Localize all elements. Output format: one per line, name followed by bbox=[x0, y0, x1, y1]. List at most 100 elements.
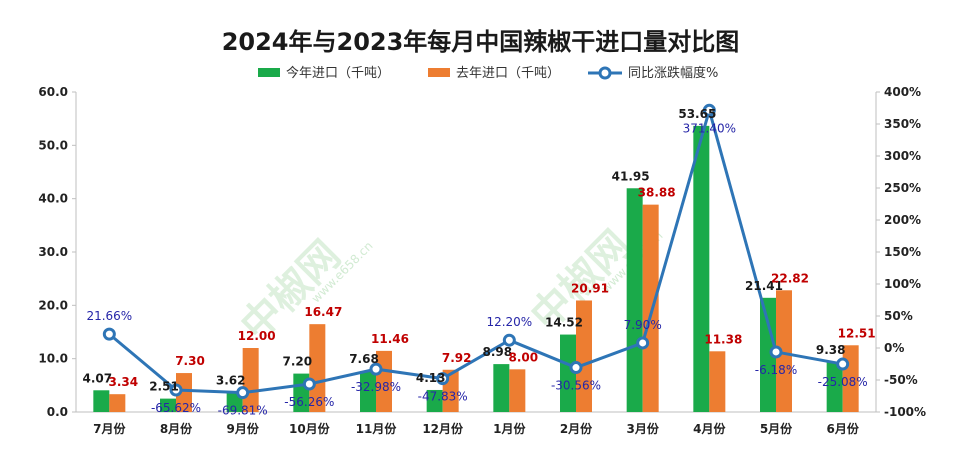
bar-previous bbox=[709, 351, 726, 412]
data-label-previous: 3.34 bbox=[109, 375, 139, 389]
left-tick-label: 60.0 bbox=[38, 85, 68, 99]
data-label-current: 7.68 bbox=[349, 352, 379, 366]
x-tick-label: 11月份 bbox=[356, 421, 398, 436]
data-label-previous: 20.91 bbox=[571, 281, 609, 295]
data-label-current: 8.98 bbox=[483, 345, 513, 359]
x-tick-label: 9月份 bbox=[226, 421, 259, 436]
data-label-percent: 7.90% bbox=[624, 318, 662, 332]
bar-current bbox=[760, 297, 776, 412]
bar-previous bbox=[576, 300, 592, 412]
line-point bbox=[569, 361, 583, 375]
right-tick-label: 350% bbox=[884, 117, 921, 131]
right-tick-label: 200% bbox=[884, 213, 921, 227]
x-tick-label: 5月份 bbox=[760, 421, 793, 436]
legend-label-current: 今年进口（千吨） bbox=[286, 65, 390, 81]
left-tick-label: 10.0 bbox=[38, 352, 68, 366]
data-label-percent: -47.83% bbox=[418, 390, 468, 404]
line-point bbox=[302, 377, 316, 391]
data-label-percent: -69.81% bbox=[218, 404, 268, 418]
x-tick-label: 12月份 bbox=[422, 421, 464, 436]
left-tick-label: 20.0 bbox=[38, 298, 68, 312]
x-tick-label: 10月份 bbox=[289, 421, 331, 436]
data-label-previous: 7.92 bbox=[442, 351, 472, 365]
chart-title: 2024年与2023年每月中国辣椒干进口量对比图 bbox=[221, 28, 740, 56]
bar-current bbox=[93, 390, 110, 412]
bar-previous bbox=[109, 394, 126, 412]
data-label-percent: -25.08% bbox=[818, 375, 868, 389]
x-tick-label: 6月份 bbox=[826, 421, 859, 436]
data-label-current: 3.62 bbox=[216, 374, 246, 388]
data-label-percent: 21.66% bbox=[86, 309, 132, 323]
line-point bbox=[636, 336, 650, 350]
line-point bbox=[836, 357, 850, 371]
data-label-current: 53.65 bbox=[678, 107, 716, 121]
data-label-percent: -56.26% bbox=[284, 395, 334, 409]
bar-current bbox=[360, 371, 376, 412]
line-point bbox=[702, 103, 716, 117]
data-label-previous: 7.30 bbox=[175, 354, 205, 368]
right-tick-label: 400% bbox=[884, 85, 921, 99]
data-label-current: 41.95 bbox=[612, 169, 650, 183]
bar-previous bbox=[176, 373, 192, 412]
right-tick-label: -50% bbox=[884, 373, 918, 387]
data-label-previous: 22.82 bbox=[771, 271, 809, 285]
data-label-previous: 11.38 bbox=[704, 332, 742, 346]
data-label-previous: 12.00 bbox=[238, 329, 276, 343]
data-label-current: 21.41 bbox=[745, 279, 783, 293]
line-point bbox=[436, 372, 450, 386]
bar-current bbox=[626, 188, 643, 412]
data-label-previous: 38.88 bbox=[638, 186, 676, 200]
left-tick-label: 0.0 bbox=[47, 405, 68, 419]
data-label-current: 4.07 bbox=[83, 371, 113, 385]
legend-swatch-current bbox=[258, 68, 280, 77]
data-label-previous: 11.46 bbox=[371, 332, 409, 346]
right-tick-label: 0% bbox=[884, 341, 904, 355]
data-label-previous: 8.00 bbox=[509, 350, 539, 364]
x-tick-label: 8月份 bbox=[160, 421, 193, 436]
x-tick-label: 1月份 bbox=[493, 421, 526, 436]
line-point bbox=[369, 362, 383, 376]
bar-current bbox=[160, 398, 176, 412]
legend-swatch-previous bbox=[428, 68, 450, 77]
legend-label-percent: 同比涨跌幅度% bbox=[628, 65, 718, 81]
data-label-percent: 371.40% bbox=[683, 121, 736, 135]
data-label-current: 9.38 bbox=[816, 343, 846, 357]
legend-swatch-marker bbox=[598, 66, 612, 80]
bar-current bbox=[560, 334, 576, 412]
x-tick-label: 3月份 bbox=[626, 421, 659, 436]
left-tick-label: 50.0 bbox=[38, 138, 68, 152]
line-series bbox=[108, 108, 843, 395]
right-tick-label: 250% bbox=[884, 181, 921, 195]
right-tick-label: 100% bbox=[884, 277, 921, 291]
line-point bbox=[102, 327, 116, 341]
bar-previous bbox=[509, 369, 526, 412]
line-point bbox=[502, 333, 516, 347]
right-tick-label: 150% bbox=[884, 245, 921, 259]
bar-current bbox=[693, 125, 710, 412]
data-label-percent: -6.18% bbox=[755, 363, 797, 377]
left-tick-label: 30.0 bbox=[38, 245, 68, 259]
legend-label-previous: 去年进口（千吨） bbox=[456, 66, 560, 81]
right-tick-label: -100% bbox=[884, 405, 926, 419]
data-label-percent: -30.56% bbox=[551, 379, 601, 393]
bar-previous bbox=[642, 204, 659, 412]
data-label-previous: 16.47 bbox=[304, 305, 342, 319]
x-tick-label: 4月份 bbox=[693, 421, 726, 436]
data-label-percent: 12.20% bbox=[486, 315, 532, 329]
bar-current bbox=[826, 361, 843, 412]
data-label-current: 14.52 bbox=[545, 316, 583, 330]
right-tick-label: 50% bbox=[884, 309, 913, 323]
x-tick-label: 7月份 bbox=[93, 421, 126, 436]
bar-current bbox=[426, 389, 443, 412]
bar-previous bbox=[776, 290, 792, 412]
data-label-current: 7.20 bbox=[283, 355, 313, 369]
right-tick-label: 300% bbox=[884, 149, 921, 163]
data-label-percent: -32.98% bbox=[351, 380, 401, 394]
bar-current bbox=[493, 364, 510, 412]
data-label-current: 4.13 bbox=[416, 371, 446, 385]
x-tick-label: 2月份 bbox=[560, 421, 593, 436]
data-label-percent: -65.62% bbox=[151, 401, 201, 415]
line-point bbox=[769, 345, 783, 359]
